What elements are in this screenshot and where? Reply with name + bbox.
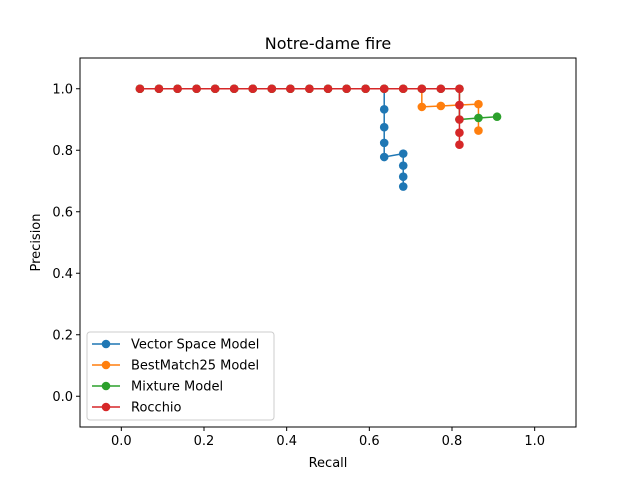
data-point-rocchio [229,84,239,94]
y-tick-label: 0.0 [52,390,73,405]
legend-swatch-marker [101,402,111,412]
data-point-rocchio [286,84,295,94]
x-tick-label: 0.0 [111,434,132,449]
data-point-rocchio [342,84,351,94]
data-point-rocchio [455,115,464,124]
data-point-rocchio [154,84,164,94]
legend: Vector Space Model BestMatch25 Model Mixtu… [86,331,275,421]
data-point-rocchio [173,84,182,94]
data-point-bestmatch25-model [417,102,427,112]
series-layer [135,84,502,191]
legend-swatch-marker [101,360,111,370]
data-point-mixture-model [492,112,502,122]
data-point-rocchio [455,84,464,94]
data-point-rocchio [361,84,370,94]
series-line-rocchio [139,88,461,145]
data-point-bestmatch25-model [436,101,446,111]
data-point-vector-space-model [398,161,408,170]
y-tick-label: 0.6 [52,205,73,220]
legend-item-mixture-model: Mixture Model [92,380,223,395]
data-point-rocchio [192,84,201,94]
y-axis-label: Precision [29,213,44,271]
data-point-rocchio [455,100,464,110]
data-point-rocchio [323,84,333,94]
legend-item-rocchio: Rocchio [92,401,182,416]
x-tick-label: 1.0 [524,434,545,449]
data-point-rocchio [210,84,220,94]
series-rocchio [135,84,464,150]
data-point-vector-space-model [379,105,389,114]
data-point-mixture-model [474,113,483,123]
legend-frame [86,331,275,421]
x-axis-label: Recall [309,456,348,471]
data-point-rocchio [436,84,446,94]
tick-layer: 0.0 0.2 0.4 0.6 0.8 1.0 0.0 0.2 0.4 0.6 0.8 1.0 [52,82,545,449]
data-point-vector-space-model [379,122,389,132]
x-tick-label: 0.4 [276,434,297,449]
y-tick-label: 1.0 [52,82,73,97]
legend-swatch-marker [101,339,111,349]
data-point-rocchio [398,84,408,94]
plot-frame [79,57,577,428]
data-point-rocchio [417,84,427,94]
x-tick-label: 0.2 [194,434,215,449]
data-point-vector-space-model [379,152,389,162]
legend-label: Mixture Model [131,380,223,395]
y-tick-label: 0.8 [52,144,73,159]
y-tick-label: 0.4 [52,267,73,282]
legend-item-bestmatch25-model: BestMatch25 Model [92,359,259,374]
chart-title: Notre-dame fire [265,34,392,53]
data-point-rocchio [248,84,258,94]
data-point-vector-space-model [398,172,408,181]
x-tick-label: 0.6 [359,434,380,449]
data-point-vector-space-model [398,182,408,191]
data-point-bestmatch25-model [474,126,483,135]
data-point-rocchio [379,84,389,94]
data-point-rocchio [455,128,464,138]
data-point-rocchio [455,140,464,150]
x-tick-label: 0.8 [442,434,463,449]
legend-item-vector-space-model: Vector Space Model [92,338,259,353]
y-tick-label: 0.2 [52,328,73,343]
legend-label: Vector Space Model [131,338,259,353]
legend-swatch-marker [101,381,111,391]
data-point-rocchio [305,84,314,94]
data-point-rocchio [135,84,145,94]
data-point-vector-space-model [379,138,389,148]
data-point-rocchio [267,84,277,94]
legend-label: Rocchio [131,401,182,416]
legend-label: BestMatch25 Model [131,359,259,374]
data-point-bestmatch25-model [474,99,483,109]
data-point-vector-space-model [398,149,408,158]
